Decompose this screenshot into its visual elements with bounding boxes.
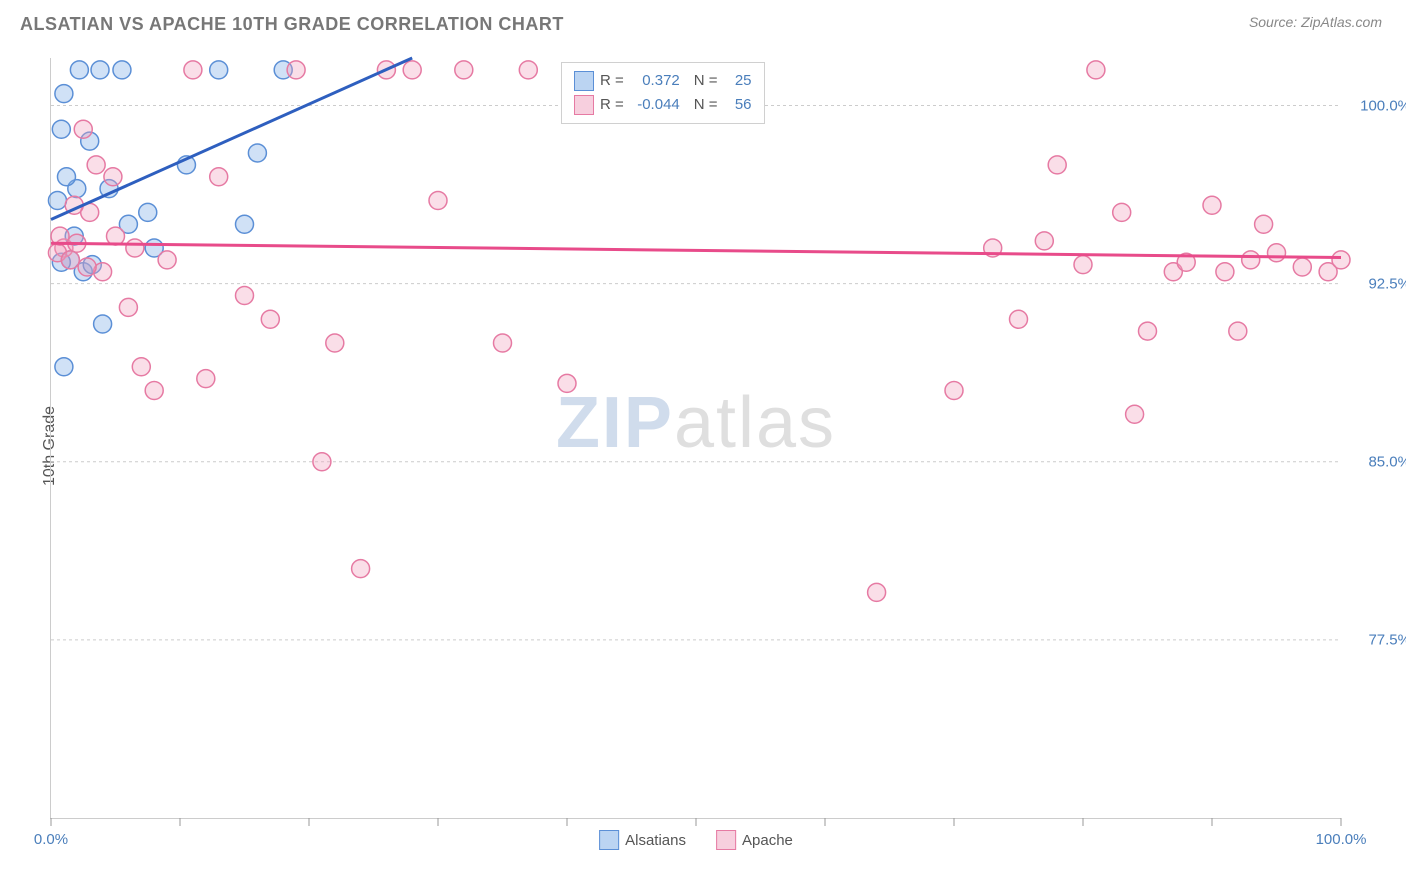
legend-row-apache: R = -0.044 N = 56: [574, 93, 752, 117]
legend-r-value: 0.372: [630, 69, 680, 93]
scatter-point: [113, 61, 131, 79]
scatter-point: [1332, 251, 1350, 269]
scatter-point: [61, 251, 79, 269]
scatter-point: [1035, 232, 1053, 250]
scatter-point: [1139, 322, 1157, 340]
trend-line: [51, 243, 1341, 257]
scatter-point: [104, 168, 122, 186]
scatter-point: [132, 358, 150, 376]
scatter-point: [74, 120, 92, 138]
scatter-point: [236, 287, 254, 305]
source-attribution: Source: ZipAtlas.com: [1249, 14, 1382, 30]
scatter-point: [1242, 251, 1260, 269]
bottom-legend-item-alsatians: Alsatians: [599, 830, 686, 850]
scatter-point: [326, 334, 344, 352]
y-tick-label: 100.0%: [1351, 97, 1406, 114]
scatter-point: [197, 370, 215, 388]
bottom-swatch-alsatians: [599, 830, 619, 850]
bottom-label-alsatians: Alsatians: [625, 832, 686, 849]
scatter-point: [558, 374, 576, 392]
bottom-legend: Alsatians Apache: [599, 830, 793, 850]
scatter-point: [70, 61, 88, 79]
legend-r-label: R =: [600, 93, 624, 117]
scatter-point: [1126, 405, 1144, 423]
legend-n-label: N =: [694, 93, 718, 117]
chart-container: ALSATIAN VS APACHE 10TH GRADE CORRELATIO…: [0, 0, 1406, 892]
scatter-point: [94, 315, 112, 333]
scatter-point: [519, 61, 537, 79]
scatter-point: [1113, 203, 1131, 221]
scatter-point: [1268, 244, 1286, 262]
scatter-point: [868, 583, 886, 601]
scatter-point: [248, 144, 266, 162]
legend-swatch-alsatians: [574, 71, 594, 91]
scatter-point: [91, 61, 109, 79]
scatter-point: [1010, 310, 1028, 328]
scatter-point: [210, 168, 228, 186]
scatter-point: [52, 120, 70, 138]
scatter-point: [1229, 322, 1247, 340]
scatter-point: [287, 61, 305, 79]
scatter-point: [55, 358, 73, 376]
scatter-point: [1255, 215, 1273, 233]
scatter-point: [352, 560, 370, 578]
scatter-point: [236, 215, 254, 233]
y-tick-label: 77.5%: [1351, 631, 1406, 648]
scatter-point: [1048, 156, 1066, 174]
legend-swatch-apache: [574, 95, 594, 115]
scatter-point: [57, 168, 75, 186]
scatter-point: [945, 382, 963, 400]
scatter-point: [1216, 263, 1234, 281]
bottom-label-apache: Apache: [742, 832, 793, 849]
legend-n-label: N =: [694, 69, 718, 93]
plot-area: ZIPatlas R = 0.372 N = 25 R = -0.044 N =…: [50, 58, 1341, 819]
scatter-point: [1087, 61, 1105, 79]
scatter-point: [158, 251, 176, 269]
chart-title: ALSATIAN VS APACHE 10TH GRADE CORRELATIO…: [20, 14, 564, 35]
x-tick-label: 100.0%: [1316, 831, 1367, 848]
legend-n-value: 25: [724, 69, 752, 93]
scatter-point: [261, 310, 279, 328]
scatter-point: [184, 61, 202, 79]
plot-svg: [51, 58, 1341, 818]
scatter-point: [455, 61, 473, 79]
bottom-swatch-apache: [716, 830, 736, 850]
y-tick-label: 85.0%: [1351, 453, 1406, 470]
bottom-legend-item-apache: Apache: [716, 830, 793, 850]
scatter-point: [126, 239, 144, 257]
scatter-point: [78, 258, 96, 276]
scatter-point: [119, 298, 137, 316]
x-tick-label: 0.0%: [34, 831, 68, 848]
scatter-point: [1203, 196, 1221, 214]
scatter-point: [145, 382, 163, 400]
scatter-point: [139, 203, 157, 221]
scatter-point: [48, 192, 66, 210]
scatter-point: [87, 156, 105, 174]
y-tick-label: 92.5%: [1351, 275, 1406, 292]
legend-r-label: R =: [600, 69, 624, 93]
scatter-point: [494, 334, 512, 352]
legend-stats-box: R = 0.372 N = 25 R = -0.044 N = 56: [561, 62, 765, 124]
scatter-point: [210, 61, 228, 79]
legend-row-alsatians: R = 0.372 N = 25: [574, 69, 752, 93]
scatter-point: [313, 453, 331, 471]
scatter-point: [1074, 256, 1092, 274]
scatter-point: [429, 192, 447, 210]
scatter-point: [1293, 258, 1311, 276]
legend-n-value: 56: [724, 93, 752, 117]
scatter-point: [403, 61, 421, 79]
scatter-point: [55, 85, 73, 103]
trend-line: [51, 58, 412, 220]
legend-r-value: -0.044: [630, 93, 680, 117]
